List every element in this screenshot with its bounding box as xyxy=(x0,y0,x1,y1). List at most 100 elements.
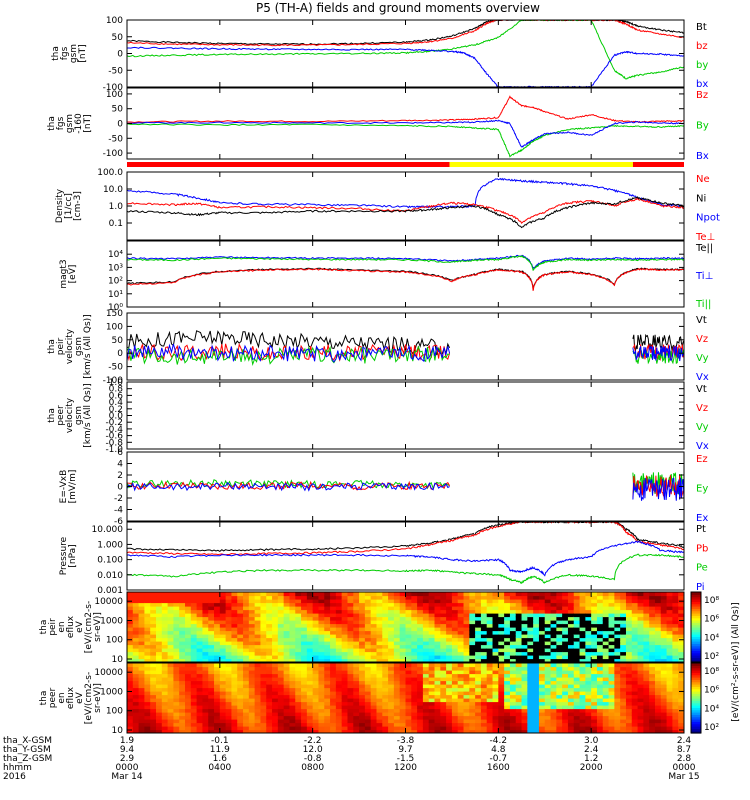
electron_spectrogram-cell xyxy=(480,673,488,678)
electron_spectrogram-cell xyxy=(353,663,360,668)
ion_spectrogram-cell xyxy=(678,592,684,597)
electron_spectrogram-cell xyxy=(527,722,534,727)
electron_spectrogram-cell xyxy=(405,680,412,685)
electron_spectrogram-cell xyxy=(127,726,134,731)
electron_spectrogram-cell xyxy=(214,694,221,699)
ion_spectrogram-cell xyxy=(562,627,569,632)
electron_spectrogram-cell xyxy=(359,722,366,727)
electron_spectrogram-cell xyxy=(231,715,238,720)
ion_spectrogram-cell xyxy=(446,658,453,662)
ion_spectrogram-cell xyxy=(376,627,383,632)
electron_spectrogram-cell xyxy=(335,670,343,675)
ion_spectrogram-cell xyxy=(475,606,482,611)
ion_spectrogram-cell xyxy=(631,602,639,607)
electron_spectrogram-cell xyxy=(306,677,314,682)
electron_spectrogram-cell xyxy=(272,663,279,668)
ion_spectrogram-cell xyxy=(138,623,146,628)
ion_spectrogram-cell xyxy=(521,602,528,607)
electron_spectrogram-cell xyxy=(277,705,285,710)
electron_spectrogram-cell xyxy=(637,715,644,720)
electron_spectrogram-cell xyxy=(492,670,499,675)
electron_spectrogram-cell xyxy=(341,712,349,717)
electron_spectrogram-cell xyxy=(179,694,186,699)
ion_spectrogram-cell xyxy=(654,630,662,635)
electron_spectrogram-cell xyxy=(376,677,383,682)
electron_spectrogram-cell xyxy=(585,729,592,733)
ion_spectrogram-cell xyxy=(422,595,430,600)
ion_spectrogram-cell xyxy=(538,658,546,662)
electron_spectrogram-cell xyxy=(567,677,575,682)
electron_spectrogram-cell xyxy=(341,729,349,733)
colorbar-cell xyxy=(691,622,701,626)
ion_spectrogram-cell xyxy=(138,637,146,642)
electron_spectrogram-cell xyxy=(214,712,221,717)
electron_spectrogram-cell xyxy=(237,729,244,733)
ion_spectrogram-cell xyxy=(538,648,546,653)
electron_spectrogram-cell xyxy=(544,670,552,675)
ion_spectrogram-cell xyxy=(277,592,285,597)
ion_spectrogram-cell xyxy=(411,648,418,653)
ion_spectrogram-cell xyxy=(295,651,302,656)
electron_spectrogram-cell xyxy=(185,722,192,727)
ion_spectrogram-cell xyxy=(370,599,378,604)
electron_spectrogram-cell xyxy=(138,691,146,696)
electron_spectrogram-cell xyxy=(440,712,447,717)
electron_spectrogram-cell xyxy=(295,719,302,724)
electron_spectrogram-cell xyxy=(376,694,383,699)
ion_spectrogram-cell xyxy=(399,658,407,662)
ion_spectrogram-cell xyxy=(150,613,157,618)
ion_spectrogram-cell xyxy=(185,595,192,600)
electron_spectrogram-cell xyxy=(393,684,401,689)
electron_spectrogram-cell xyxy=(417,722,424,727)
ion_spectrogram-cell xyxy=(359,595,366,600)
electron_spectrogram-cell xyxy=(318,670,325,675)
ion_spectrogram-cell xyxy=(272,620,279,625)
electron_spectrogram-cell xyxy=(376,729,383,733)
legend-Pe: Pe xyxy=(696,563,708,574)
electron_spectrogram-cell xyxy=(341,722,349,727)
electron_spectrogram-cell xyxy=(347,694,354,699)
electron_spectrogram-cell xyxy=(498,722,505,727)
ion_spectrogram-cell xyxy=(399,641,407,646)
electron_spectrogram-cell xyxy=(312,719,320,724)
ion_spectrogram-cell xyxy=(359,627,366,632)
electron_spectrogram-cell xyxy=(585,687,592,692)
ion_spectrogram-cell xyxy=(283,651,291,656)
electron_spectrogram-cell xyxy=(301,684,308,689)
electron_spectrogram-cell xyxy=(405,663,412,668)
electron_spectrogram-cell xyxy=(556,694,563,699)
ion_spectrogram-cell xyxy=(660,644,668,649)
electron_spectrogram-cell xyxy=(556,708,563,713)
ion_spectrogram-cell xyxy=(556,620,563,625)
ion_spectrogram-cell xyxy=(649,613,656,618)
ion_spectrogram-cell xyxy=(341,637,349,642)
electron_spectrogram-cell xyxy=(353,698,360,703)
ion_spectrogram-cell xyxy=(167,599,175,604)
ion_spectrogram-cell xyxy=(138,609,146,614)
ion_spectrogram-cell xyxy=(509,599,517,604)
ion_spectrogram-cell xyxy=(550,602,557,607)
electron_spectrogram-cell xyxy=(243,698,250,703)
electron_spectrogram-cell xyxy=(295,705,302,710)
ytick-label: 50 xyxy=(112,33,124,43)
ion_spectrogram-cell xyxy=(649,644,656,649)
electron_spectrogram-cell xyxy=(562,712,569,717)
ion_spectrogram-cell xyxy=(237,613,244,618)
electron_spectrogram-cell xyxy=(388,719,395,724)
electron_spectrogram-cell xyxy=(672,670,679,675)
ion_spectrogram-cell xyxy=(521,637,528,642)
electron_spectrogram-cell xyxy=(492,684,499,689)
electron_spectrogram-cell xyxy=(672,719,679,724)
ion_spectrogram-cell xyxy=(428,630,436,635)
ion_spectrogram-cell xyxy=(312,609,320,614)
ion_spectrogram-cell xyxy=(341,613,349,618)
electron_spectrogram-cell xyxy=(353,722,360,727)
ion_spectrogram-cell xyxy=(643,648,650,653)
ion_spectrogram-cell xyxy=(596,634,604,639)
electron_spectrogram-cell xyxy=(324,666,331,671)
legend-Vz: Vz xyxy=(696,403,708,414)
ion_spectrogram-cell xyxy=(312,648,320,653)
ion_spectrogram-cell xyxy=(521,658,528,662)
electron_spectrogram-cell xyxy=(666,726,673,731)
electron_spectrogram-cell xyxy=(434,663,441,668)
